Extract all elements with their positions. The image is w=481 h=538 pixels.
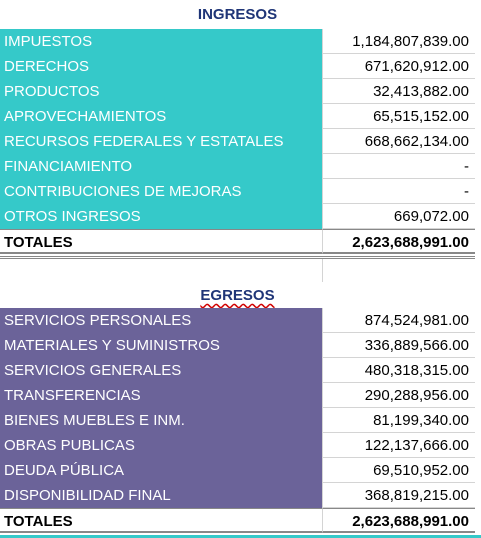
empty-row xyxy=(322,259,323,282)
section-title: EGRESOS xyxy=(200,287,275,304)
row-label: BIENES MUEBLES E INM. xyxy=(0,408,322,433)
separator xyxy=(0,256,475,259)
row-value: 336,889,566.00 xyxy=(322,333,475,358)
row-label: MATERIALES Y SUMINISTROS xyxy=(0,333,322,358)
row-label: CONTRIBUCIONES DE MEJORAS xyxy=(0,179,322,204)
row-value: 368,819,215.00 xyxy=(322,483,475,508)
row-value: 480,318,315.00 xyxy=(322,358,475,383)
row-value: 874,524,981.00 xyxy=(322,308,475,333)
row-value: 122,137,666.00 xyxy=(322,433,475,458)
row-label: OTROS INGRESOS xyxy=(0,204,322,229)
row-label: TRANSFERENCIAS xyxy=(0,383,322,408)
total-label: TOTALES xyxy=(0,508,322,533)
row-label: IMPUESTOS xyxy=(0,29,322,54)
row-label: APROVECHAMIENTOS xyxy=(0,104,322,129)
total-label: TOTALES xyxy=(0,229,322,254)
row-value: 671,620,912.00 xyxy=(322,54,475,79)
row-value: - xyxy=(322,154,475,179)
row-value: 1,184,807,839.00 xyxy=(322,29,475,54)
row-value: 65,515,152.00 xyxy=(322,104,475,129)
row-label: DERECHOS xyxy=(0,54,322,79)
row-label: DEUDA PÚBLICA xyxy=(0,458,322,483)
row-label: SERVICIOS PERSONALES xyxy=(0,308,322,333)
total-value: 2,623,688,991.00 xyxy=(322,508,475,533)
row-value: 81,199,340.00 xyxy=(322,408,475,433)
row-label: SERVICIOS GENERALES xyxy=(0,358,322,383)
row-value: 69,510,952.00 xyxy=(322,458,475,483)
row-value: - xyxy=(322,179,475,204)
row-value: 290,288,956.00 xyxy=(322,383,475,408)
row-label: DISPONIBILIDAD FINAL xyxy=(0,483,322,508)
row-value: 668,662,134.00 xyxy=(322,129,475,154)
row-label: FINANCIAMIENTO xyxy=(0,154,322,179)
row-label: OBRAS PUBLICAS xyxy=(0,433,322,458)
row-label: PRODUCTOS xyxy=(0,79,322,104)
row-label: RECURSOS FEDERALES Y ESTATALES xyxy=(0,129,322,154)
total-value: 2,623,688,991.00 xyxy=(322,229,475,254)
row-value: 32,413,882.00 xyxy=(322,79,475,104)
row-value: 669,072.00 xyxy=(322,204,475,229)
bottom-bar xyxy=(0,535,481,538)
section-title: INGRESOS xyxy=(197,6,278,23)
